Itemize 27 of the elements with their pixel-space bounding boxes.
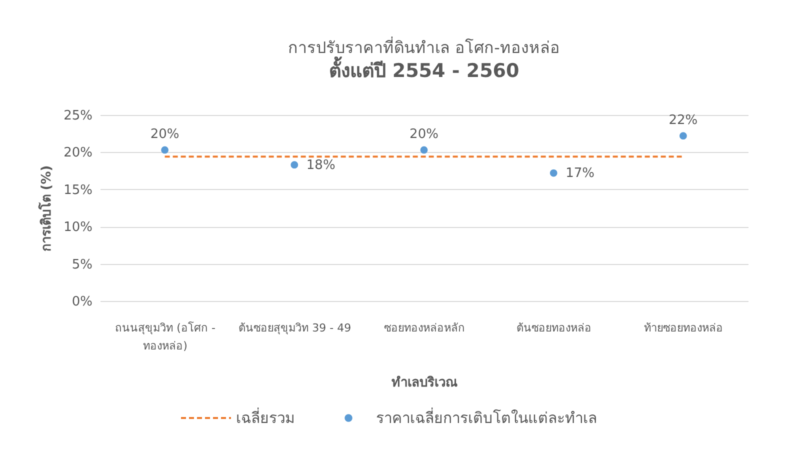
point bbox=[290, 161, 298, 169]
legend-label: ราคาเฉลี่ยการเติบโตในแต่ละทำเล bbox=[376, 407, 597, 427]
y-axis-title: การเติบโต (%) bbox=[38, 165, 55, 252]
point bbox=[420, 146, 428, 154]
data-label: 20% bbox=[410, 126, 438, 142]
data-label: 17% bbox=[566, 166, 595, 182]
y-tick-label: 0% bbox=[72, 294, 92, 310]
x-tick-label: ต้นซอยสุขุมวิท 39 - 49 bbox=[238, 322, 352, 334]
x-tick-label: ซอยทองหล่อหลัก bbox=[384, 322, 465, 334]
y-tick-label: 15% bbox=[64, 182, 92, 198]
x-tick-label: ต้นซอยทองหล่อ bbox=[516, 322, 592, 334]
point bbox=[679, 132, 687, 140]
data-label: 22% bbox=[668, 112, 698, 128]
chart-title: การปรับราคาที่ดินทำเล อโศก-ทองหล่อ bbox=[288, 36, 560, 57]
y-tick-label: 5% bbox=[72, 257, 92, 272]
data-label: 20% bbox=[150, 126, 180, 142]
point bbox=[550, 169, 558, 177]
x-axis-title: ทำเลบริเวณ bbox=[392, 374, 458, 390]
y-tick-label: 25% bbox=[64, 108, 92, 124]
y-tick-label: 10% bbox=[64, 220, 92, 236]
x-tick-label: ถนนสุขุมวิท (อโศก - ทองหล่อ) bbox=[115, 320, 216, 352]
chart-subtitle: ตั้งแต่ปี 2554 - 2560 bbox=[328, 56, 520, 82]
data-label: 18% bbox=[306, 158, 336, 173]
x-tick-label: ท้ายซอยทองหล่อ bbox=[644, 322, 724, 334]
point bbox=[161, 146, 169, 154]
legend-label: เฉลี่ยรวม bbox=[236, 407, 295, 427]
y-tick-label: 20% bbox=[64, 146, 92, 161]
